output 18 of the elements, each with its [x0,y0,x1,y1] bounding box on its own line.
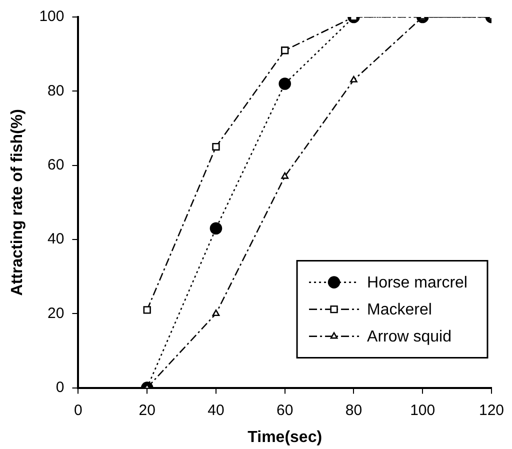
x-axis-title: Time(sec) [248,428,322,446]
x-tick-label: 80 [345,402,362,419]
legend-label: Horse marcrel [367,274,468,292]
x-tick-label: 120 [478,402,504,419]
y-tick-label: 100 [39,8,64,26]
x-tick-label: 0 [74,402,82,419]
legend-label: Arrow squid [367,328,452,346]
legend-label: Mackerel [367,302,432,319]
y-tick-label: 80 [48,82,64,100]
y-axis-title: Attracting rate of fish(%) [9,109,26,296]
y-tick-label: 40 [48,230,64,248]
x-tick-label: 60 [276,402,294,419]
x-tick-label: 100 [410,402,436,419]
y-tick-label: 60 [48,156,64,174]
y-tick-label: 20 [48,304,64,322]
x-tick-label: 40 [208,402,224,419]
y-tick-label: 0 [56,378,64,396]
x-tick-label: 20 [138,402,156,419]
